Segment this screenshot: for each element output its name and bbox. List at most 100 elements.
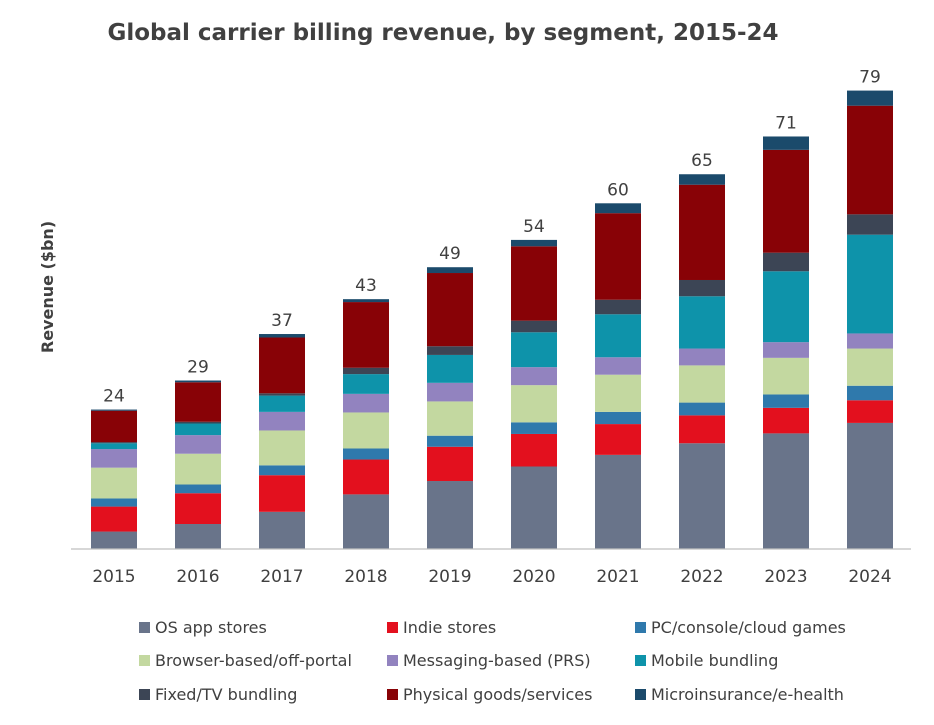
bar-segment-2024-3 — [847, 385, 893, 401]
legend-label: Messaging-based (PRS) — [403, 651, 591, 670]
legend-item: Indie stores — [387, 618, 496, 637]
x-tick-label: 2022 — [680, 567, 723, 587]
bar-segment-2019-8 — [427, 273, 473, 347]
bar-segment-2018-8 — [343, 302, 389, 368]
bar-segment-2024-1 — [847, 422, 893, 549]
bar-segment-2023-5 — [763, 342, 809, 358]
bar-segment-2015-8 — [91, 410, 137, 443]
bar-segment-2015-2 — [91, 506, 137, 532]
bar-segment-2022-8 — [679, 184, 725, 280]
bar-segment-2020-7 — [511, 320, 557, 333]
bar-segment-2020-1 — [511, 466, 557, 549]
bar-segment-2020-5 — [511, 367, 557, 386]
bar-segment-2023-7 — [763, 252, 809, 272]
bar-segment-2017-4 — [259, 430, 305, 466]
legend-item: Physical goods/services — [387, 685, 592, 704]
x-tick-label: 2023 — [764, 567, 807, 587]
bar-segment-2015-4 — [91, 467, 137, 499]
bar-segment-2015-7 — [91, 442, 137, 444]
bar-segment-2020-4 — [511, 385, 557, 423]
bar-segment-2022-2 — [679, 415, 725, 444]
bar-segment-2021-1 — [595, 454, 641, 549]
bar-segment-2016-2 — [175, 493, 221, 525]
x-tick-labels: 2015 2016 2017 2018 2019 2020 2021 2022 2023 2024 — [92, 567, 891, 587]
legend-item: Messaging-based (PRS) — [387, 651, 591, 670]
bar-segment-2015-5 — [91, 449, 137, 468]
legend-swatch — [139, 689, 150, 700]
bar-segment-2020-8 — [511, 246, 557, 321]
bar-segment-2023-4 — [763, 357, 809, 395]
bar-segment-2022-6 — [679, 296, 725, 349]
x-tick-label: 2017 — [260, 567, 303, 587]
legend-item: PC/console/cloud games — [635, 618, 846, 637]
x-tick-label: 2024 — [848, 567, 891, 587]
bar-segment-2024-7 — [847, 214, 893, 235]
chart-title: Global carrier billing revenue, by segme… — [107, 20, 778, 46]
x-tick-label: 2018 — [344, 567, 387, 587]
bar-segment-2020-3 — [511, 422, 557, 434]
x-tick-label: 2019 — [428, 567, 471, 587]
bar-segment-2018-2 — [343, 459, 389, 495]
x-tick-label: 2015 — [92, 567, 135, 587]
bar-segment-2019-4 — [427, 401, 473, 436]
bar-segment-2018-3 — [343, 448, 389, 460]
legend-label: Indie stores — [403, 618, 496, 637]
legend-swatch — [387, 622, 398, 633]
legend: OS app stores Indie stores PC/console/clou… — [139, 618, 846, 704]
bar-segment-2021-4 — [595, 374, 641, 412]
bar-segment-2021-8 — [595, 213, 641, 300]
legend-label: Browser-based/off-portal — [155, 651, 352, 670]
bar-segment-2023-9 — [763, 136, 809, 150]
legend-label: Fixed/TV bundling — [155, 685, 297, 704]
bars-layer — [91, 90, 893, 549]
legend-swatch — [387, 655, 398, 666]
bar-segment-2022-5 — [679, 348, 725, 366]
bar-segment-2016-4 — [175, 453, 221, 485]
bar-segment-2023-3 — [763, 394, 809, 408]
bar-segment-2017-1 — [259, 511, 305, 549]
bar-segment-2017-9 — [259, 334, 305, 338]
bar-segment-2017-6 — [259, 395, 305, 412]
y-axis-label: Revenue ($bn) — [38, 221, 57, 353]
bar-segment-2018-6 — [343, 374, 389, 394]
bar-segment-2020-2 — [511, 433, 557, 467]
legend-item: Browser-based/off-portal — [139, 651, 352, 670]
bar-segment-2017-8 — [259, 337, 305, 394]
bar-segment-2018-9 — [343, 299, 389, 303]
bar-segment-2019-2 — [427, 446, 473, 482]
legend-label: PC/console/cloud games — [651, 618, 846, 637]
bar-segment-2017-2 — [259, 475, 305, 512]
bar-segment-2020-6 — [511, 332, 557, 368]
legend-item: Mobile bundling — [635, 651, 778, 670]
legend-item: Microinsurance/e-health — [635, 685, 844, 704]
bar-segment-2019-3 — [427, 435, 473, 447]
total-label: 29 — [187, 358, 209, 378]
legend-label: Physical goods/services — [403, 685, 592, 704]
total-label: 54 — [523, 217, 545, 237]
x-tick-label: 2016 — [176, 567, 219, 587]
bar-segment-2019-7 — [427, 346, 473, 355]
bar-segment-2015-3 — [91, 498, 137, 507]
legend-item: OS app stores — [139, 618, 267, 637]
bar-segment-2019-5 — [427, 382, 473, 402]
bar-segment-2015-9 — [91, 409, 137, 411]
bar-segment-2021-2 — [595, 424, 641, 455]
legend-label: OS app stores — [155, 618, 267, 637]
bar-segment-2022-7 — [679, 279, 725, 297]
legend-label: Mobile bundling — [651, 651, 778, 670]
bar-segment-2016-8 — [175, 382, 221, 422]
bar-segment-2016-3 — [175, 484, 221, 494]
total-label: 37 — [271, 311, 293, 331]
bar-segment-2023-2 — [763, 407, 809, 434]
bar-segment-2022-9 — [679, 174, 725, 185]
bar-segment-2022-3 — [679, 402, 725, 416]
total-label: 49 — [439, 244, 461, 264]
legend-swatch — [635, 689, 646, 700]
total-labels: 24 29 37 43 49 54 60 65 71 79 — [103, 68, 881, 407]
bar-segment-2016-7 — [175, 421, 221, 424]
bar-segment-2019-9 — [427, 267, 473, 274]
legend-swatch — [139, 655, 150, 666]
total-label: 60 — [607, 180, 629, 200]
x-tick-label: 2020 — [512, 567, 555, 587]
bar-segment-2020-9 — [511, 239, 557, 247]
